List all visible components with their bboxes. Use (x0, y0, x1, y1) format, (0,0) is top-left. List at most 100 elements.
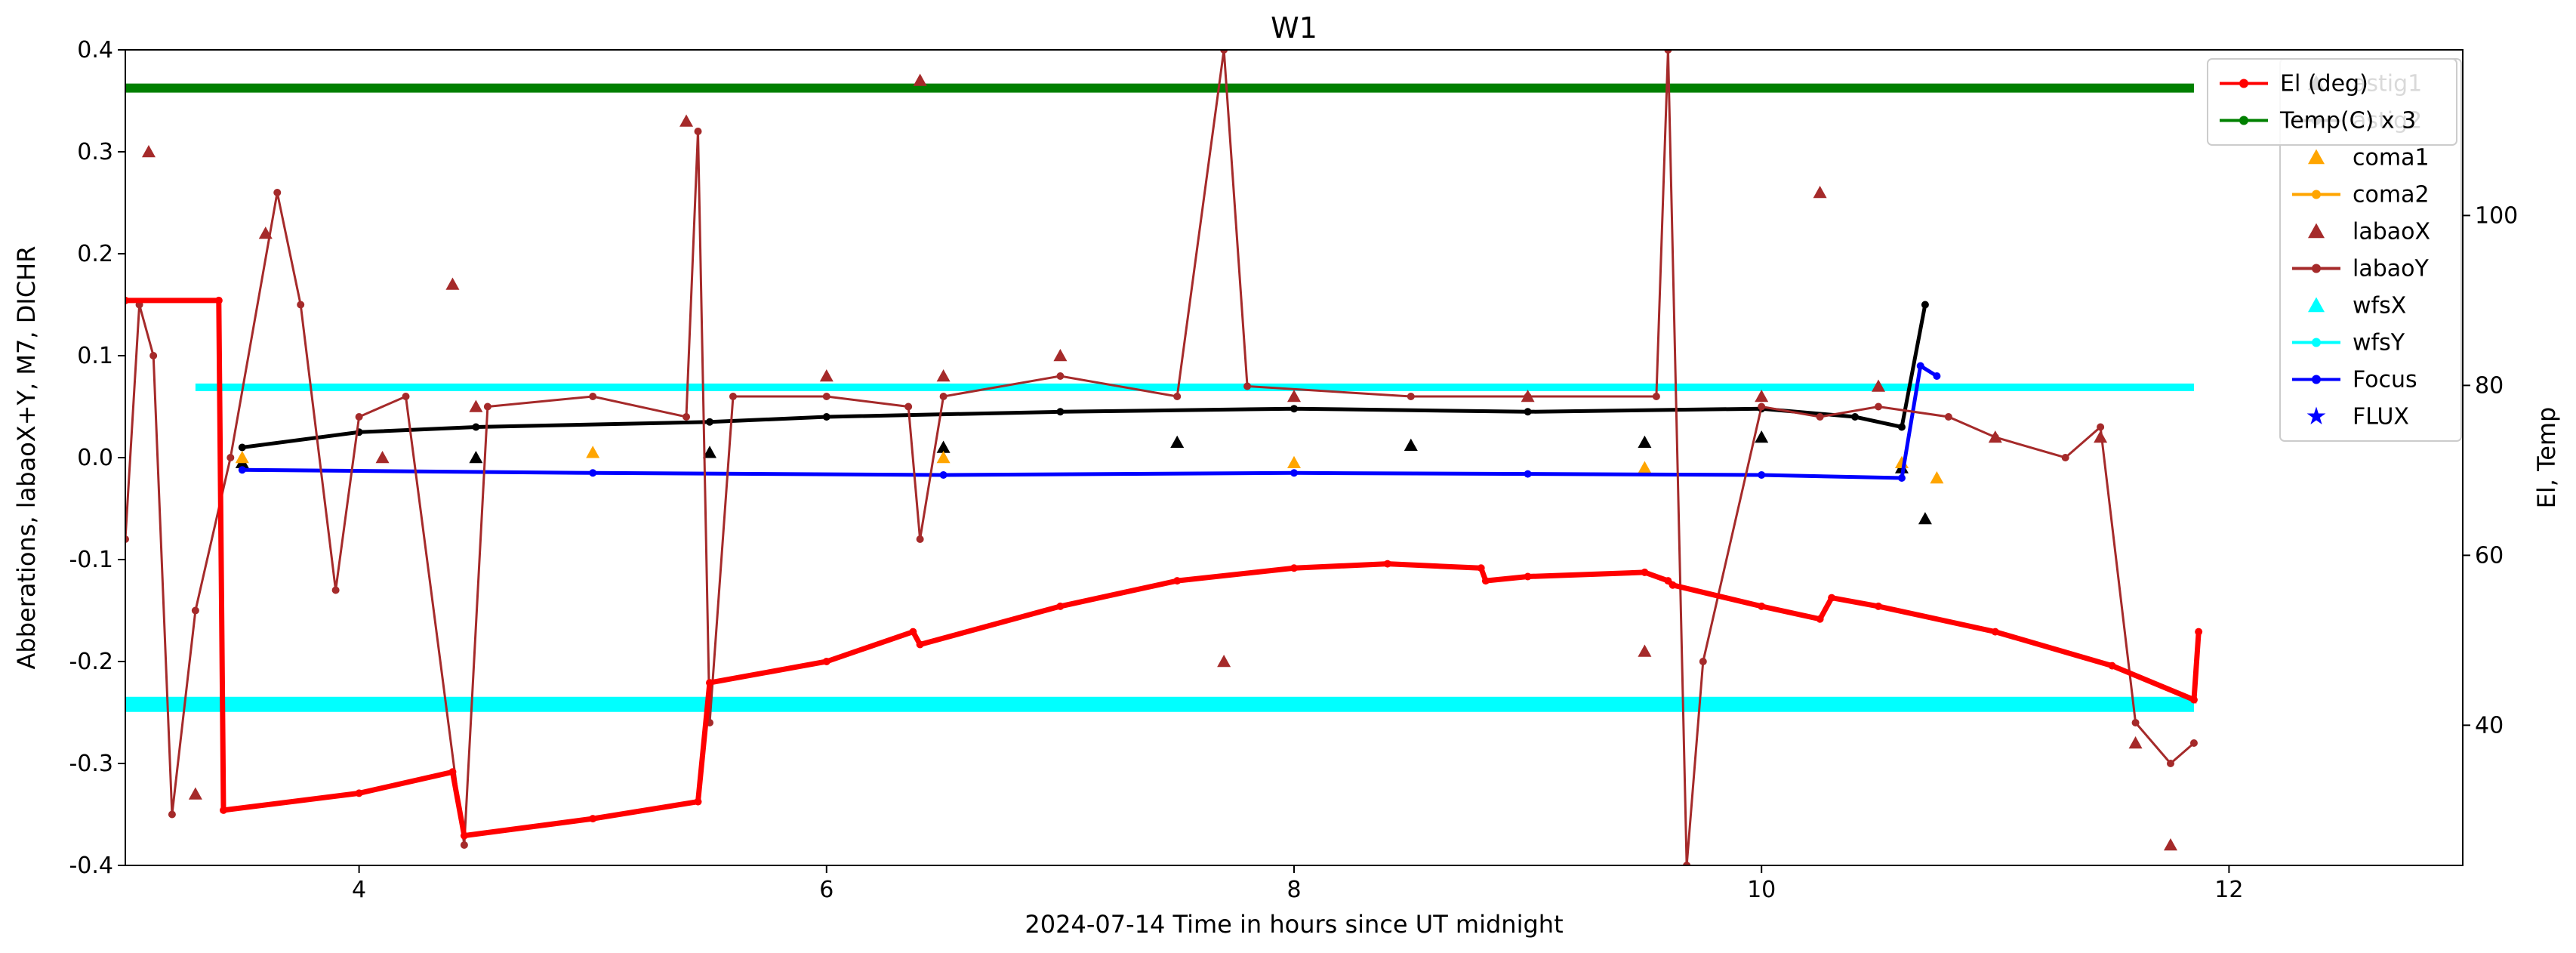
data-point (469, 451, 483, 464)
data-point (460, 841, 468, 849)
data-point (1220, 50, 1228, 54)
series-line-el-deg (125, 298, 2202, 839)
series-focus (238, 362, 1941, 482)
data-point (235, 451, 249, 464)
data-point (1383, 560, 1391, 568)
data-point (936, 451, 951, 464)
data-point (1875, 602, 1882, 610)
data-point (149, 352, 158, 359)
legend-entry-focus: Focus (2292, 367, 2417, 393)
data-point (822, 413, 830, 421)
legend-entry-flux: FLUX (2306, 404, 2409, 430)
data-point (2195, 628, 2203, 636)
x-tick-label: 4 (352, 877, 366, 903)
legend-marker (2312, 264, 2321, 273)
series-layer (125, 50, 2203, 865)
y-tick-label: 0.1 (77, 343, 113, 369)
data-point (1638, 461, 1652, 473)
data-point (1816, 615, 1824, 623)
data-point (238, 466, 246, 474)
data-point (1290, 405, 1298, 413)
y-tick-label: 0.3 (77, 139, 113, 165)
data-point (1521, 390, 1535, 402)
legend-label: labaoX (2353, 219, 2430, 245)
data-point (706, 679, 713, 687)
data-point (1897, 423, 1906, 431)
data-point (125, 535, 129, 543)
data-point (1173, 393, 1182, 400)
y-tick-label: -0.4 (69, 853, 113, 879)
data-point (1758, 402, 1766, 411)
data-point (2164, 838, 2177, 851)
legend-entry-wfsy: wfsY (2292, 330, 2405, 356)
data-point (1407, 393, 1415, 400)
legend-marker (2312, 190, 2321, 199)
data-point (125, 296, 129, 304)
data-point (472, 423, 480, 431)
x-tick-label: 6 (819, 877, 834, 903)
data-point (1056, 602, 1065, 610)
data-point (2128, 736, 2143, 749)
data-point (258, 227, 273, 239)
data-point (1290, 469, 1298, 477)
data-point (822, 393, 830, 400)
data-point (1930, 471, 1944, 484)
data-point (589, 393, 597, 400)
data-point (1056, 408, 1065, 416)
data-point (1916, 362, 1924, 370)
data-point (1897, 474, 1906, 482)
data-point (1758, 602, 1766, 610)
data-point (703, 446, 716, 458)
y-right-tick-label: 100 (2475, 202, 2518, 229)
data-point (1404, 438, 1418, 451)
data-point (822, 658, 830, 665)
data-point (355, 413, 363, 421)
data-point (469, 399, 483, 412)
data-point (483, 402, 491, 411)
data-point (1875, 402, 1882, 411)
legend-entry-coma1: coma1 (2308, 145, 2430, 171)
data-point (1758, 470, 1766, 479)
legend-box (2207, 58, 2457, 146)
data-point (2061, 454, 2069, 461)
data-point (729, 393, 737, 400)
data-point (1053, 349, 1068, 362)
data-point (2108, 662, 2116, 670)
data-point (214, 296, 223, 304)
data-point (1056, 372, 1065, 380)
series-line-astig2 (242, 304, 1927, 449)
legend-marker (2308, 149, 2325, 165)
legend-marker (2312, 375, 2321, 384)
data-point (141, 145, 156, 158)
data-point (273, 189, 282, 196)
data-point (936, 440, 951, 453)
legend-entry-wfsx: wfsX (2308, 293, 2406, 319)
data-point (1683, 862, 1691, 865)
data-point (939, 470, 948, 479)
data-point (297, 301, 305, 309)
data-point (220, 806, 228, 814)
data-point (589, 469, 597, 477)
data-point (402, 393, 410, 400)
y-tick-label: 0.4 (77, 37, 113, 63)
series-astig2 (238, 301, 1929, 452)
data-point (913, 73, 927, 86)
legend-entry-el-deg: El (deg) (2220, 71, 2368, 97)
legend-label: El (deg) (2280, 71, 2368, 97)
data-point (1991, 628, 1999, 636)
data-point (1816, 413, 1824, 421)
data-point (1173, 577, 1182, 585)
data-point (460, 831, 468, 840)
legend-label: wfsY (2353, 330, 2405, 356)
data-point (2189, 739, 2198, 747)
data-point (1755, 390, 1769, 402)
legend-entry-coma2: coma2 (2292, 182, 2430, 208)
legend-marker (2308, 297, 2325, 313)
data-point (1872, 379, 1885, 392)
data-point (445, 277, 460, 290)
data-point (679, 114, 694, 127)
data-point (819, 369, 834, 382)
y-right-tick-label: 40 (2475, 712, 2504, 739)
data-point (168, 810, 176, 819)
